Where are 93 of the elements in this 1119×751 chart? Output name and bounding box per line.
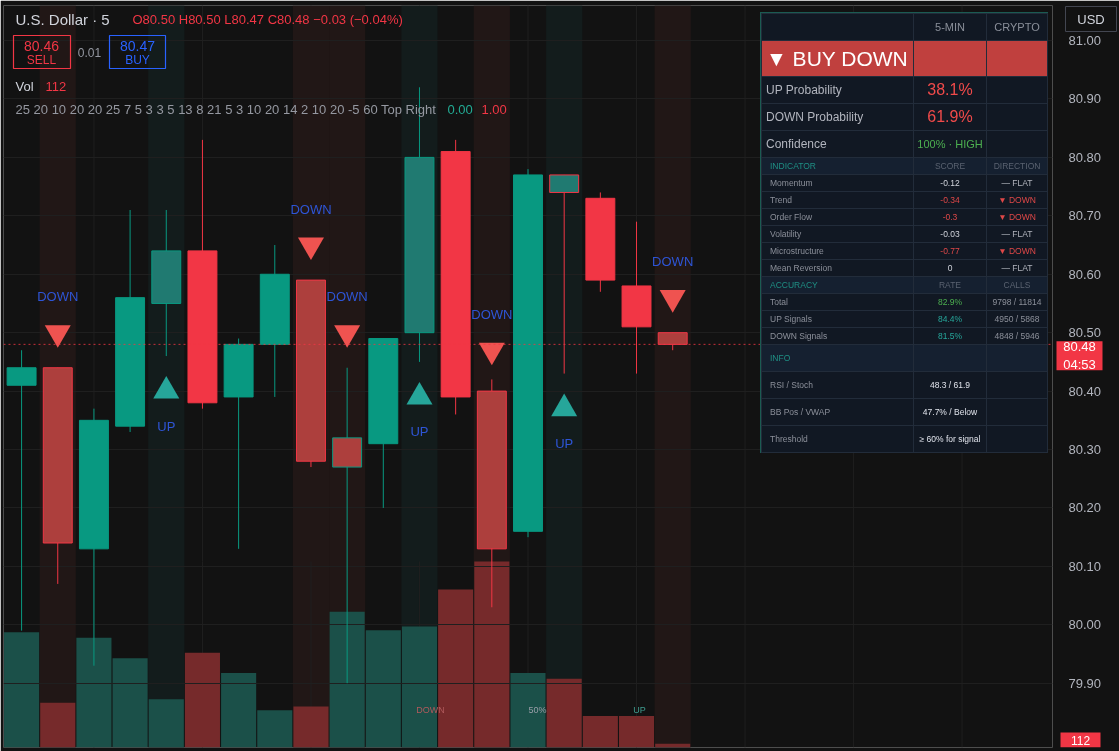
text: 47.7% / Below	[922, 406, 978, 417]
text: Total	[770, 296, 788, 307]
annotation: BUY	[125, 52, 150, 67]
text: DOWN	[37, 289, 79, 305]
chart-title: U.S. Dollar · 5	[15, 11, 110, 28]
y-tick-label: 80.50	[1068, 325, 1102, 341]
y-tick-label: 80.30	[1068, 442, 1102, 458]
text: ▼ DOWN	[998, 194, 1036, 205]
text: Microstructure	[770, 245, 824, 256]
text: 9798 / 11814	[992, 296, 1042, 307]
bar	[293, 706, 329, 748]
annotation: 0.00	[447, 102, 473, 117]
text: O80.50 H80.50 L80.47 C80.48 −0.03 (−0.04%)	[132, 12, 403, 27]
text: RSI / Stoch	[770, 379, 813, 390]
text: Threshold	[770, 433, 808, 444]
y-tick-label: 80.60	[1068, 266, 1102, 282]
text: CRYPTO	[994, 20, 1040, 33]
text: DOWN	[652, 254, 694, 270]
text: UP	[157, 418, 176, 434]
text: 100% · HIGH	[917, 137, 983, 150]
text: Confidence	[766, 137, 827, 151]
text: ≥ 60% for signal	[919, 433, 981, 444]
text: ▼ DOWN	[998, 211, 1036, 222]
text: -0.12	[940, 177, 960, 188]
text: 48.3 / 61.9	[929, 379, 971, 390]
text: 81.5%	[937, 330, 963, 341]
text: Volatility	[770, 228, 802, 239]
annotation: 1.00	[481, 102, 507, 117]
text: DOWN Probability	[766, 110, 864, 124]
text: UP Signals	[770, 313, 812, 324]
text: CALLS	[1003, 279, 1031, 290]
text: USD	[1077, 11, 1105, 27]
series-label: UP	[555, 436, 574, 452]
text: -0.3	[942, 211, 958, 222]
text: UP Probability	[766, 83, 842, 97]
bar	[76, 637, 112, 748]
annotation: UP	[633, 704, 646, 715]
ref-line-label: 80.48 04:53	[1063, 339, 1096, 373]
series-label: DOWN	[471, 306, 513, 322]
text: DOWN	[326, 289, 368, 305]
bar	[4, 632, 40, 748]
text: 61.9%	[927, 108, 973, 125]
annotation: 112	[45, 79, 67, 94]
annotation: 50%	[528, 704, 547, 715]
text: ACCURACY	[770, 279, 818, 290]
text: DIRECTION	[993, 160, 1041, 171]
y-tick-label: 81.00	[1068, 33, 1102, 49]
candlestick	[6, 349, 37, 632]
annotation: 80.46	[23, 37, 60, 54]
text: 4950 / 5868	[994, 313, 1040, 324]
text: DOWN	[290, 201, 332, 217]
bar	[40, 702, 76, 748]
y-tick-label: 80.20	[1068, 500, 1102, 516]
text: 82.9%	[937, 296, 963, 307]
annotation: 0.01	[77, 46, 102, 60]
text: Mean Reversion	[770, 262, 832, 273]
text: 0	[947, 262, 953, 273]
text: INFO	[770, 352, 791, 363]
text: SCORE	[934, 160, 966, 171]
text: BB Pos / VWAP	[770, 406, 831, 417]
bar	[510, 673, 546, 748]
text: ▼ BUY DOWN	[766, 47, 908, 70]
y-tick-label: 79.90	[1068, 675, 1102, 691]
text: 38.1%	[927, 81, 973, 98]
text: INDICATOR	[770, 160, 816, 171]
text: RATE	[938, 279, 962, 290]
text: 84.4%	[937, 313, 963, 324]
text: — FLAT	[1001, 262, 1033, 273]
y-tick-label: 80.70	[1068, 208, 1102, 224]
text: -0.03	[940, 228, 960, 239]
text: ▼ DOWN	[998, 245, 1036, 256]
annotation: SELL	[26, 52, 57, 67]
candlestick	[332, 367, 363, 684]
text: 5-MIN	[935, 20, 965, 33]
text: 112	[1070, 733, 1091, 748]
text: — FLAT	[1001, 228, 1033, 239]
y-tick-label: 80.00	[1068, 617, 1102, 633]
bar	[184, 652, 220, 748]
text: Order Flow	[770, 211, 813, 222]
text: UP	[410, 424, 429, 440]
y-tick-label: 80.40	[1068, 383, 1102, 399]
text: DOWN Signals	[770, 330, 828, 341]
chart-title: Vol	[15, 79, 34, 94]
text: 4848 / 5946	[994, 330, 1040, 341]
text: -0.34	[940, 194, 960, 205]
y-tick-label: 80.10	[1068, 558, 1102, 574]
text: Momentum	[770, 177, 813, 188]
text: — FLAT	[1001, 177, 1033, 188]
annotation: 80.47	[119, 37, 156, 54]
y-tick-label: 80.90	[1068, 91, 1102, 107]
text: -0.77	[940, 245, 960, 256]
text: Trend	[770, 194, 792, 205]
y-tick-label: 80.80	[1068, 149, 1102, 165]
